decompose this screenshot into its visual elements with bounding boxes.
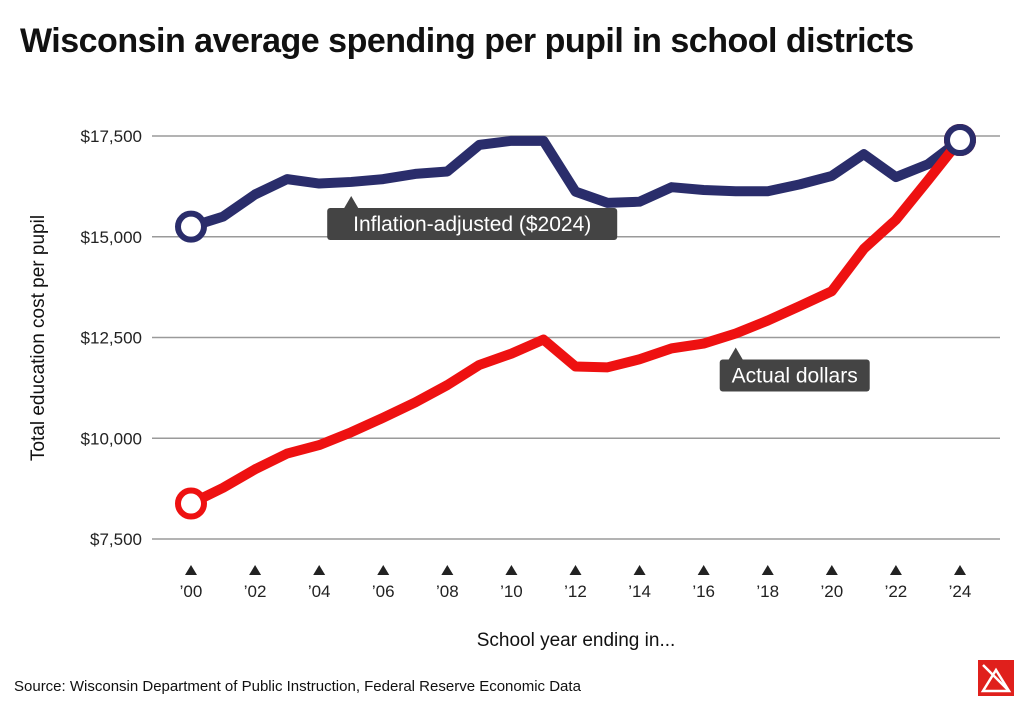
x-tick-label: ’04 bbox=[308, 582, 331, 601]
x-tick-marker bbox=[889, 565, 902, 575]
x-tick-label: ’06 bbox=[372, 582, 395, 601]
y-axis-ticks: $17,500 $15,000 $12,500 $10,000 $7,500 bbox=[81, 127, 142, 549]
x-tick-label: ’20 bbox=[820, 582, 843, 601]
x-tick-label: ’24 bbox=[949, 582, 972, 601]
y-tick-label: $10,000 bbox=[81, 429, 142, 448]
callout-label: Inflation-adjusted ($2024) bbox=[353, 213, 591, 236]
y-tick-label: $15,000 bbox=[81, 228, 142, 247]
x-axis-ticks: ’00 ’02 ’04 ’06 ’08 ’10 ’12 ’14 ’16 ’18 ’20 ’22 ’24 bbox=[180, 565, 972, 601]
x-tick-marker bbox=[761, 565, 774, 575]
series-endpoint-marker bbox=[944, 124, 976, 157]
x-tick-marker bbox=[569, 565, 582, 575]
x-tick-marker bbox=[441, 565, 454, 575]
x-tick-label: ’12 bbox=[564, 582, 587, 601]
series-line-1 bbox=[186, 135, 965, 509]
x-tick-label: ’22 bbox=[885, 582, 908, 601]
x-tick-label: ’00 bbox=[180, 582, 203, 601]
x-tick-label: ’10 bbox=[500, 582, 523, 601]
y-tick-label: $17,500 bbox=[81, 127, 142, 146]
x-tick-label: ’16 bbox=[692, 582, 715, 601]
x-tick-label: ’02 bbox=[244, 582, 267, 601]
series-line-0 bbox=[186, 135, 965, 232]
series-lines bbox=[175, 124, 976, 520]
x-tick-marker bbox=[825, 565, 838, 575]
y-axis-label: Total education cost per pupil bbox=[28, 215, 49, 461]
callout-label: Actual dollars bbox=[732, 364, 858, 387]
x-tick-label: ’14 bbox=[628, 582, 651, 601]
x-tick-marker bbox=[185, 565, 197, 575]
x-tick-label: ’08 bbox=[436, 582, 459, 601]
x-tick-label: ’18 bbox=[756, 582, 779, 601]
callout-box bbox=[327, 207, 618, 240]
x-tick-marker bbox=[377, 565, 390, 575]
x-tick-marker bbox=[313, 565, 326, 575]
y-tick-label: $7,500 bbox=[90, 530, 142, 549]
x-tick-marker bbox=[697, 565, 710, 575]
x-tick-marker bbox=[249, 565, 262, 575]
y-tick-label: $12,500 bbox=[81, 329, 142, 348]
chart-title: Wisconsin average spending per pupil in … bbox=[20, 22, 914, 60]
x-tick-marker bbox=[505, 565, 518, 575]
series-endpoint-marker bbox=[175, 487, 207, 520]
series-endpoint-marker bbox=[175, 210, 207, 243]
publisher-logo-icon bbox=[978, 660, 1014, 696]
callout-box bbox=[719, 359, 870, 392]
callout-pointer bbox=[344, 195, 359, 208]
source-note: Source: Wisconsin Department of Public I… bbox=[14, 678, 581, 695]
callout-pointer bbox=[728, 347, 743, 360]
x-tick-marker bbox=[954, 565, 966, 575]
x-axis-label: School year ending in... bbox=[477, 630, 676, 651]
x-tick-marker bbox=[633, 565, 646, 575]
callouts: Inflation-adjusted ($2024) Actual dollars bbox=[327, 195, 870, 392]
